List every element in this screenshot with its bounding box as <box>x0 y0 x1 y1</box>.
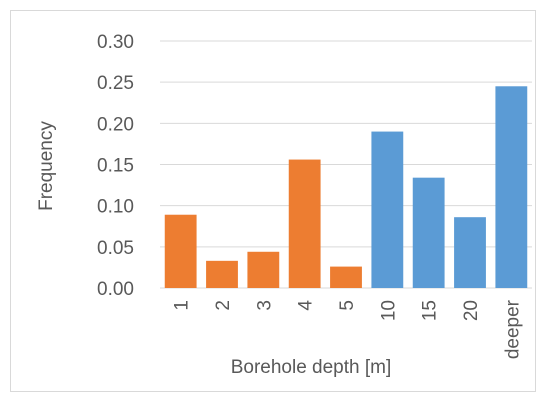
bar-5 <box>330 266 362 288</box>
x-tick-label: 3 <box>254 300 275 311</box>
chart-frame <box>10 10 536 392</box>
x-tick-label: 5 <box>337 300 358 311</box>
x-tick-label: deeper <box>502 299 523 359</box>
x-tick-label: 10 <box>378 300 399 321</box>
x-axis-title: Borehole depth [m] <box>231 357 392 378</box>
y-tick-labels: 0.00 0.05 0.10 0.15 0.20 0.25 0.30 <box>97 32 134 300</box>
y-tick-label: 0.20 <box>97 114 134 135</box>
x-tick-label: 4 <box>296 300 317 311</box>
y-tick-label: 0.05 <box>97 238 134 259</box>
bar-4 <box>288 159 321 288</box>
y-tick-label: 0.15 <box>97 156 134 177</box>
bar-deeper <box>495 86 528 289</box>
bar-10 <box>371 131 404 288</box>
bars <box>164 86 528 289</box>
x-tick-label: 20 <box>461 300 482 321</box>
bar-20 <box>454 217 486 288</box>
y-tick-label: 0.30 <box>97 32 134 53</box>
y-tick-label: 0.10 <box>97 197 134 218</box>
y-tick-label: 0.00 <box>97 279 134 300</box>
bar-2 <box>206 260 238 288</box>
x-tick-labels: 1 2 3 4 5 10 15 20 deeper <box>172 299 524 359</box>
bar-3 <box>247 251 280 288</box>
x-tick-label: 1 <box>172 300 193 311</box>
y-axis-title: Frequency <box>36 121 57 211</box>
bar-15 <box>412 177 445 288</box>
bar-1 <box>164 214 197 288</box>
x-tick-label: 15 <box>420 300 441 321</box>
y-tick-label: 0.25 <box>97 73 134 94</box>
x-tick-label: 2 <box>213 300 234 311</box>
